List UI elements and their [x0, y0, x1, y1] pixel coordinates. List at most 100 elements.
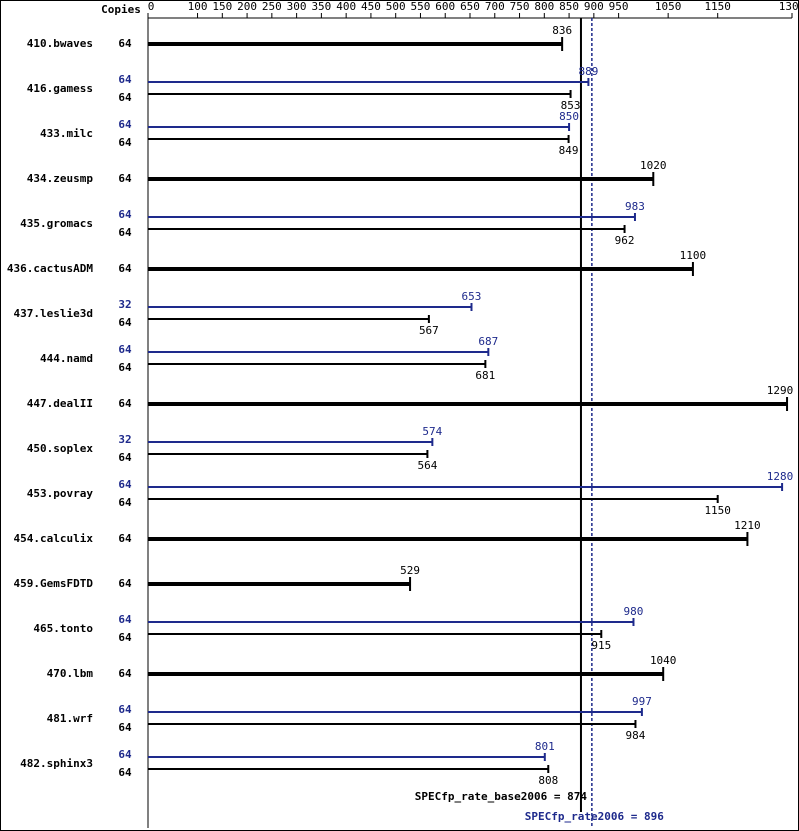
value-label: 962 [615, 234, 635, 247]
value-label: 653 [462, 290, 482, 303]
copies-label: 64 [118, 316, 132, 329]
copies-label: 64 [118, 478, 132, 491]
x-tick-label: 950 [609, 0, 629, 13]
copies-label: 64 [118, 361, 132, 374]
x-tick-label: 1300 [779, 0, 799, 13]
x-tick-label: 200 [237, 0, 257, 13]
value-label: 687 [478, 335, 498, 348]
benchmark-label: 454.calculix [14, 532, 94, 545]
copies-label: 64 [118, 766, 132, 779]
copies-label: 64 [118, 136, 132, 149]
bar [148, 486, 783, 488]
reference-label: SPECfp_rate2006 = 896 [525, 810, 664, 823]
benchmark-label: 437.leslie3d [14, 307, 93, 320]
benchmark-label: 444.namd [40, 352, 93, 365]
bar [148, 177, 654, 181]
copies-header: Copies [101, 3, 141, 16]
x-tick-label: 350 [311, 0, 331, 13]
bar [148, 228, 625, 230]
value-label: 889 [578, 65, 598, 78]
copies-label: 64 [118, 73, 132, 86]
x-tick-label: 800 [534, 0, 554, 13]
value-label: 529 [400, 564, 420, 577]
copies-label: 64 [118, 343, 132, 356]
copies-label: 64 [118, 397, 132, 410]
benchmark-label: 481.wrf [47, 712, 93, 725]
x-tick-label: 400 [336, 0, 356, 13]
value-label: 1290 [767, 384, 794, 397]
bar [148, 216, 635, 218]
bar [148, 441, 433, 443]
x-tick-label: 150 [212, 0, 232, 13]
value-label: 1100 [680, 249, 707, 262]
bar [148, 672, 664, 676]
bar [148, 351, 489, 353]
x-tick-label: 100 [188, 0, 208, 13]
copies-label: 64 [118, 613, 132, 626]
copies-label: 64 [118, 451, 132, 464]
value-label: 836 [552, 24, 572, 37]
bar [148, 363, 486, 365]
copies-label: 64 [118, 226, 132, 239]
bar [148, 756, 545, 758]
bar [148, 42, 563, 46]
copies-label: 64 [118, 721, 132, 734]
value-label: 1020 [640, 159, 667, 172]
x-tick-label: 900 [584, 0, 604, 13]
value-label: 997 [632, 695, 652, 708]
x-tick-label: 450 [361, 0, 381, 13]
bar [148, 138, 569, 140]
value-label: 915 [591, 639, 611, 652]
x-tick-label: 1050 [655, 0, 682, 13]
copies-label: 64 [118, 172, 132, 185]
copies-label: 64 [118, 532, 132, 545]
value-label: 984 [626, 729, 646, 742]
value-label: 983 [625, 200, 645, 213]
value-label: 681 [475, 369, 495, 382]
copies-label: 64 [118, 91, 132, 104]
value-label: 849 [559, 144, 579, 157]
copies-label: 32 [118, 433, 131, 446]
value-label: 801 [535, 740, 555, 753]
value-label: 567 [419, 324, 439, 337]
x-tick-label: 250 [262, 0, 282, 13]
copies-label: 32 [118, 298, 131, 311]
copies-label: 64 [118, 748, 132, 761]
benchmark-label: 435.gromacs [20, 217, 93, 230]
value-label: 980 [624, 605, 644, 618]
value-label: 1040 [650, 654, 677, 667]
bar [148, 537, 748, 541]
x-tick-label: 500 [386, 0, 406, 13]
copies-label: 64 [118, 37, 132, 50]
x-tick-label: 850 [559, 0, 579, 13]
copies-label: 64 [118, 496, 132, 509]
copies-label: 64 [118, 631, 132, 644]
benchmark-label: 436.cactusADM [7, 262, 93, 275]
benchmark-label: 410.bwaves [27, 37, 93, 50]
bar [148, 723, 636, 725]
benchmark-label: 465.tonto [33, 622, 93, 635]
x-tick-label: 550 [411, 0, 431, 13]
copies-label: 64 [118, 667, 132, 680]
benchmark-label: 416.gamess [27, 82, 93, 95]
benchmark-label: 453.povray [27, 487, 94, 500]
benchmark-label: 470.lbm [47, 667, 94, 680]
value-label: 808 [538, 774, 558, 787]
bar [148, 402, 788, 406]
benchmark-label: 450.soplex [27, 442, 94, 455]
value-label: 853 [561, 99, 581, 112]
value-label: 1150 [704, 504, 731, 517]
value-label: 564 [417, 459, 437, 472]
bar [148, 267, 693, 271]
value-label: 850 [559, 110, 579, 123]
x-tick-label: 1150 [704, 0, 731, 13]
bar [148, 633, 602, 635]
bar [148, 498, 718, 500]
bar [148, 711, 642, 713]
bar [148, 768, 549, 770]
x-tick-label: 750 [510, 0, 530, 13]
bar [148, 318, 429, 320]
copies-label: 64 [118, 577, 132, 590]
x-tick-label: 600 [435, 0, 455, 13]
